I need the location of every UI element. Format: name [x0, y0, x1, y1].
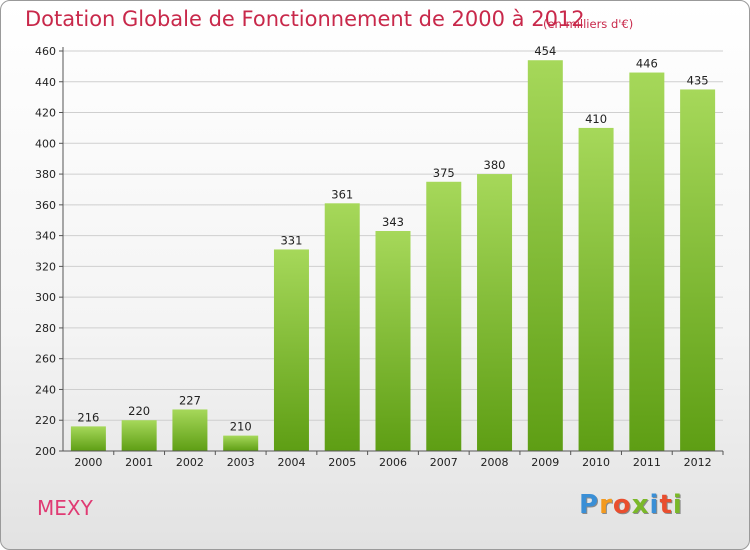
bar-2006 [375, 231, 411, 451]
y-tick-label: 340 [35, 230, 56, 243]
bars [70, 60, 716, 452]
bar-2000 [70, 426, 106, 451]
data-label: 446 [636, 57, 658, 71]
logo-letter: P [579, 490, 600, 520]
x-tick-label: 2005 [328, 456, 356, 469]
x-tick-label: 2006 [379, 456, 407, 469]
y-tick-label: 360 [35, 199, 56, 212]
data-label: 380 [484, 158, 506, 172]
bar-2007 [426, 181, 462, 451]
y-tick-label: 200 [35, 445, 56, 458]
data-label: 216 [77, 410, 99, 424]
logo-letter: i [649, 490, 660, 520]
data-labels: 216 220 227 210 331 361 343 375 380 454 410 446 435 [77, 44, 708, 433]
logo-letter: x [631, 490, 650, 520]
y-tick-label: 400 [35, 137, 56, 150]
data-label: 435 [687, 73, 709, 87]
bar-2001 [121, 420, 157, 451]
x-tick-label: 2010 [582, 456, 610, 469]
logo-letter: r [599, 490, 613, 520]
y-tick-label: 420 [35, 107, 56, 120]
x-tick-label: 2012 [684, 456, 712, 469]
x-tick-label: 2002 [176, 456, 204, 469]
logo-letter: o [612, 490, 632, 520]
y-tick-label: 320 [35, 260, 56, 273]
x-tick-label: 2008 [481, 456, 509, 469]
bar-2009 [527, 60, 563, 451]
y-tick-label: 240 [35, 383, 56, 396]
data-label: 227 [179, 393, 201, 407]
x-tick-labels: 2000 2001 2002 2003 2004 2005 2006 2007 2008 2009… [74, 456, 711, 469]
y-tick-label: 220 [35, 414, 56, 427]
data-label: 361 [331, 187, 353, 201]
proxiti-logo: Proxiti [579, 490, 683, 520]
place-name: MEXY [37, 496, 93, 520]
logo-letter: i [672, 490, 683, 520]
x-tick-label: 2003 [227, 456, 255, 469]
y-tick-label: 440 [35, 76, 56, 89]
x-tick-label: 2009 [531, 456, 559, 469]
x-tick-label: 2004 [277, 456, 305, 469]
bar-2012 [680, 89, 716, 451]
x-tick-label: 2000 [74, 456, 102, 469]
x-tick-label: 2007 [430, 456, 458, 469]
y-tick-labels: 200 220 240 260 280 300 320 340 360 380 400 420 440 4… [35, 45, 56, 458]
y-tick-label: 300 [35, 291, 56, 304]
bar-2008 [477, 174, 513, 452]
bar-2005 [324, 203, 360, 451]
data-label: 343 [382, 215, 404, 229]
y-tick-label: 460 [35, 45, 56, 58]
logo-letter: t [659, 490, 673, 520]
data-label: 410 [585, 112, 607, 126]
chart-title: Dotation Globale de Fonctionnement de 20… [25, 7, 585, 31]
chart-subtitle: (en milliers d'€) [543, 17, 634, 31]
bar-2002 [172, 409, 208, 451]
data-label: 375 [433, 166, 455, 180]
data-label: 331 [280, 233, 302, 247]
data-label: 210 [230, 420, 252, 434]
data-label: 454 [534, 44, 556, 58]
bar-2003 [223, 435, 259, 451]
data-label: 220 [128, 404, 150, 418]
axes [62, 47, 723, 452]
y-tick-label: 280 [35, 322, 56, 335]
x-tick-label: 2001 [125, 456, 153, 469]
bar-2004 [273, 249, 309, 451]
bar-2011 [629, 72, 665, 452]
y-tick-label: 380 [35, 168, 56, 181]
bar-2010 [578, 127, 614, 451]
x-tick-label: 2011 [633, 456, 661, 469]
y-tick-label: 260 [35, 353, 56, 366]
